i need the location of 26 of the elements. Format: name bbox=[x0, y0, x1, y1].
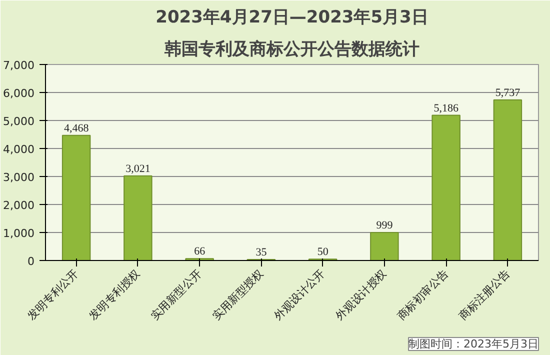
chart-title: 2023年4月27日—2023年5月3日 bbox=[156, 8, 428, 28]
x-tick-label: 发明专利公开 bbox=[25, 266, 81, 323]
data-label: 999 bbox=[376, 220, 394, 232]
y-tick-label: 3,000 bbox=[3, 171, 35, 184]
data-label: 35 bbox=[256, 246, 268, 259]
x-tick-label: 实用新型授权 bbox=[210, 266, 266, 323]
chart-subtitle: 韩国专利及商标公开公告数据统计 bbox=[164, 40, 420, 60]
data-label: 5,186 bbox=[434, 102, 459, 114]
y-tick-label: 0 bbox=[28, 255, 34, 268]
data-label: 66 bbox=[194, 246, 206, 258]
y-tick-label: 4,000 bbox=[3, 143, 35, 156]
y-tick-label: 6,000 bbox=[3, 87, 35, 100]
data-label: 3,021 bbox=[126, 162, 150, 175]
data-label: 50 bbox=[317, 246, 329, 258]
x-tick-label: 实用新型公开 bbox=[148, 266, 204, 323]
x-tick-label: 发明专利授权 bbox=[86, 266, 143, 323]
data-label: 4,468 bbox=[64, 122, 90, 134]
x-tick-label: 商标注册公告 bbox=[456, 266, 512, 323]
data-label: 5,737 bbox=[495, 86, 521, 99]
x-tick-label: 外观设计公开 bbox=[272, 266, 328, 323]
y-tick-label: 7,000 bbox=[3, 59, 35, 72]
y-tick-label: 2,000 bbox=[3, 199, 35, 212]
x-tick-label: 外观设计授权 bbox=[333, 266, 390, 323]
y-tick-label: 1,000 bbox=[3, 227, 35, 240]
x-tick-label: 商标初审公告 bbox=[394, 266, 451, 323]
y-tick-label: 5,000 bbox=[3, 115, 35, 128]
